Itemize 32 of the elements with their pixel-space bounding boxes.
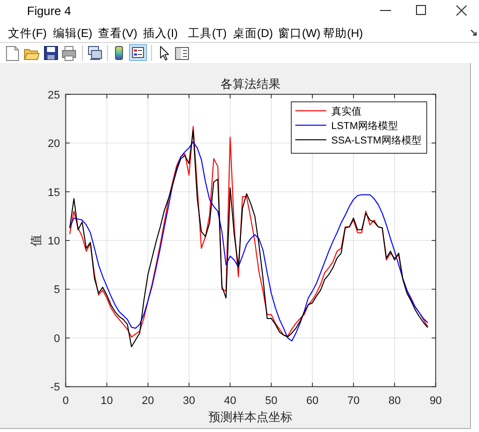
legend-label: SSA-LSTM网络模型 bbox=[331, 134, 422, 146]
y-tick-label: 20 bbox=[48, 138, 60, 150]
y-axis-title: 值 bbox=[29, 234, 43, 246]
x-tick-label: 70 bbox=[347, 395, 360, 407]
x-axis-title: 预测样本点坐标 bbox=[208, 410, 293, 424]
x-tick-label: 50 bbox=[265, 395, 278, 407]
x-tick-label: 10 bbox=[100, 395, 113, 407]
x-tick-label: 80 bbox=[388, 395, 401, 407]
x-tick-label: 90 bbox=[430, 395, 442, 407]
x-tick-label: 40 bbox=[224, 395, 236, 407]
y-tick-label: 0 bbox=[54, 332, 60, 345]
text: 帮助(H) bbox=[323, 27, 364, 40]
y-tick-label: -5 bbox=[50, 382, 60, 394]
x-tick-label: 30 bbox=[182, 395, 196, 407]
y-tick-label: 10 bbox=[48, 236, 60, 248]
y-tick-label: 25 bbox=[48, 89, 60, 102]
text: 插入(I) bbox=[143, 26, 178, 40]
x-tick-label: 60 bbox=[306, 395, 318, 407]
chart-title: 各算法结果 bbox=[220, 77, 281, 91]
text: 工具(T) bbox=[188, 27, 227, 40]
text: 窗口(W) bbox=[278, 26, 321, 40]
legend-label: LSTM网络模型 bbox=[331, 120, 398, 132]
text: 编辑(E) bbox=[53, 26, 92, 40]
x-tick-label: 20 bbox=[142, 395, 154, 407]
caption: Figure 4 bbox=[27, 4, 72, 18]
y-tick-label: 5 bbox=[54, 284, 60, 296]
text: 文件(F) bbox=[8, 26, 47, 40]
y-tick-label: 15 bbox=[48, 186, 60, 199]
text: 桌面(D) bbox=[233, 27, 274, 40]
x-tick-label: 0 bbox=[62, 395, 69, 407]
legend-label: 真实值 bbox=[331, 105, 362, 118]
text: 查看(V) bbox=[98, 27, 138, 40]
